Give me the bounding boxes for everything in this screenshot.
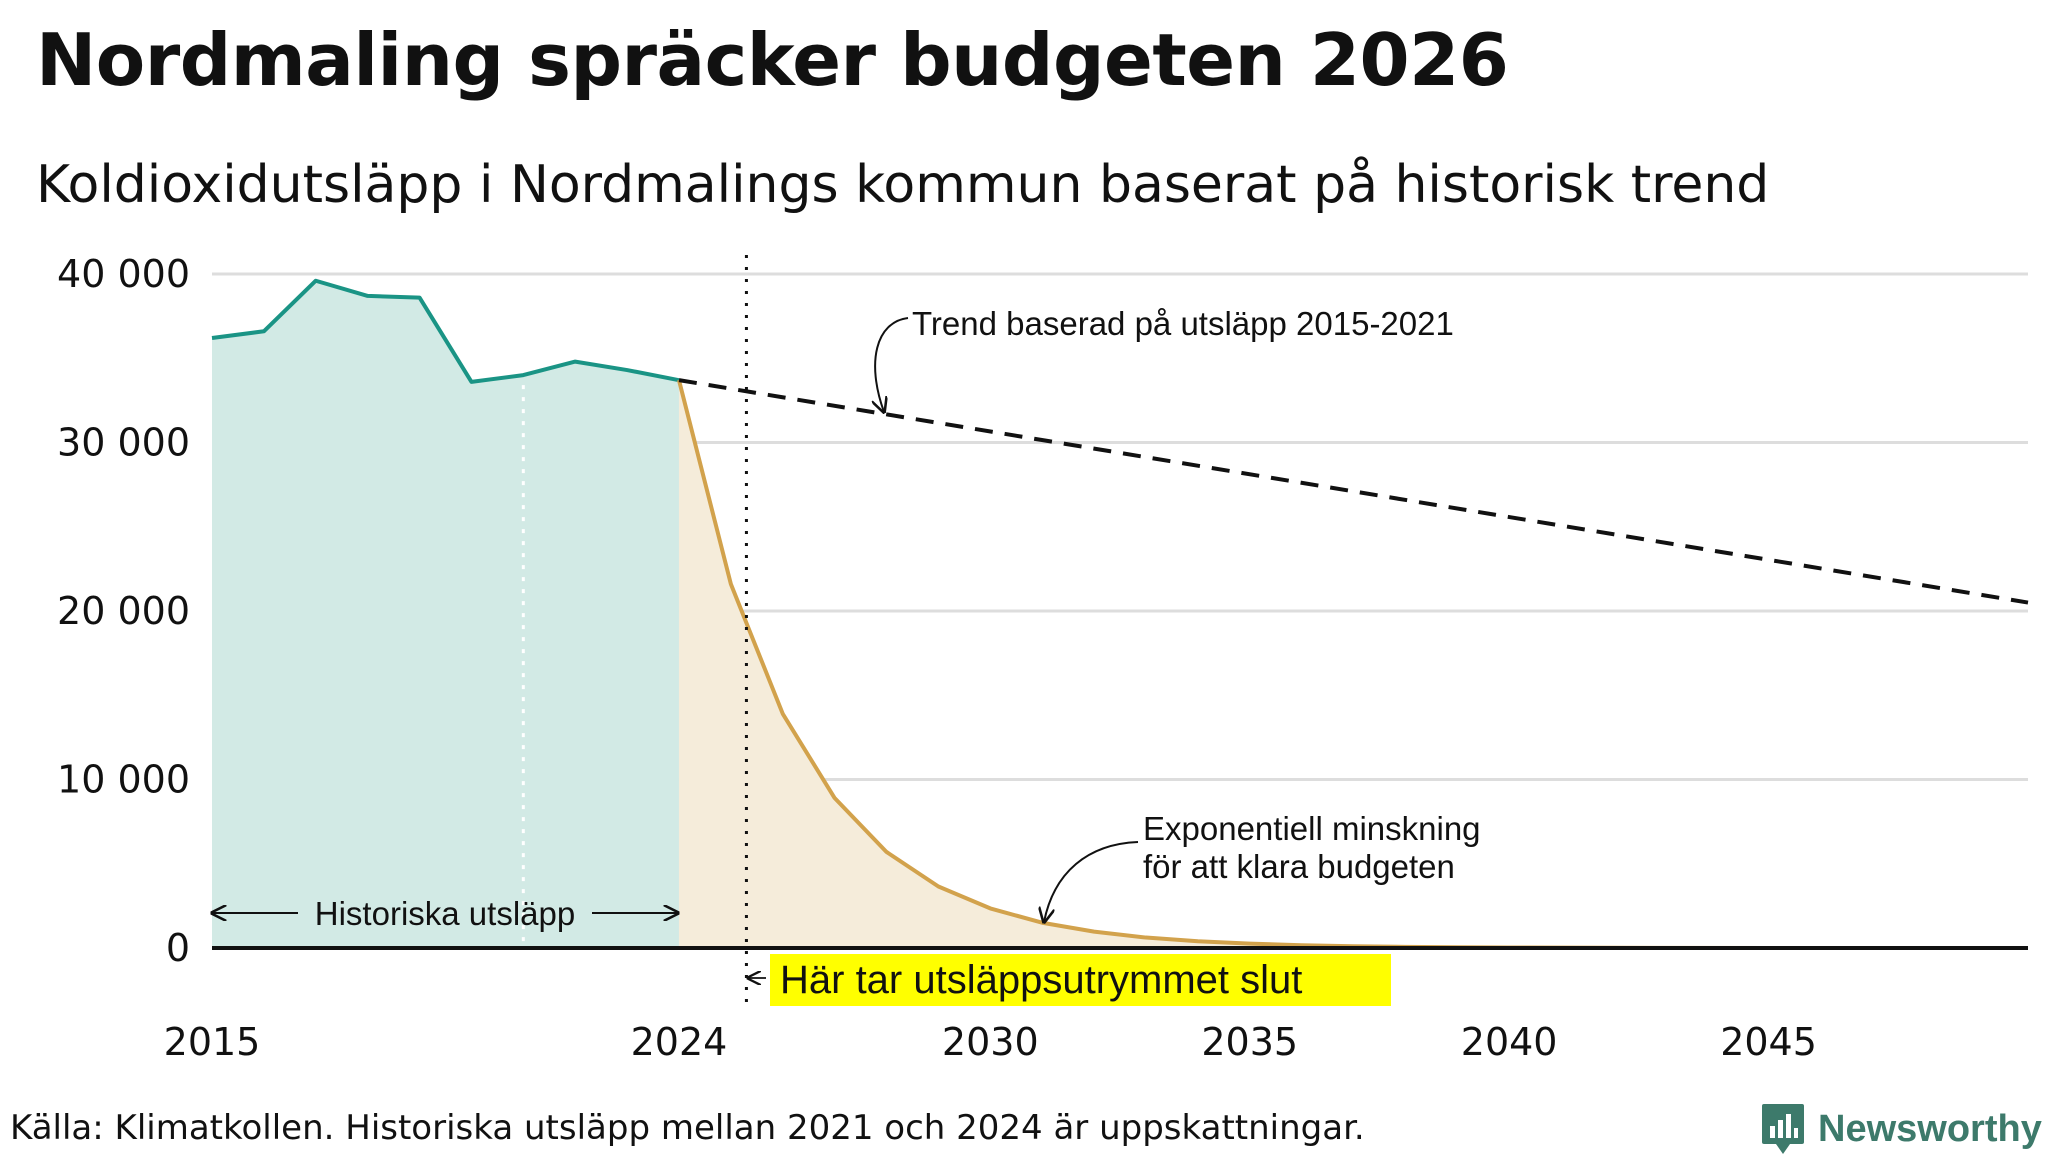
historical-annotation: Historiska utsläpp xyxy=(315,895,575,932)
x-tick-label-2040: 2040 xyxy=(1461,1020,1558,1064)
decline-annotation-arrow xyxy=(1044,841,1139,922)
y-tick-label-0: 0 xyxy=(166,926,190,970)
x-tick-label-2015: 2015 xyxy=(164,1020,261,1064)
y-tick-label-40000: 40 000 xyxy=(57,252,190,296)
historical-area xyxy=(212,280,679,948)
chart-subtitle: Koldioxidutsläpp i Nordmalings kommun ba… xyxy=(36,155,1770,215)
decline-annotation-line2: för att klara budgeten xyxy=(1143,848,1455,885)
x-tick-label-2024: 2024 xyxy=(631,1020,728,1064)
budget-end-highlight xyxy=(770,954,1391,1006)
chart-title: Nordmaling spräcker budgeten 2026 xyxy=(36,18,1509,102)
newsworthy-logo[interactable]: Newsworthy xyxy=(1760,1102,2042,1156)
y-tick-label-20000: 20 000 xyxy=(57,589,190,633)
x-tick-label-2045: 2045 xyxy=(1720,1020,1817,1064)
newsworthy-logo-text: Newsworthy xyxy=(1818,1107,2042,1150)
trend-dashed-line xyxy=(678,378,2029,605)
trend-annotation-arrow xyxy=(875,317,909,412)
x-tick-label-2035: 2035 xyxy=(1201,1020,1298,1064)
trend-annotation: Trend baserad på utsläpp 2015-2021 xyxy=(912,305,1454,342)
budget-end-annotation: Här tar utsläppsutrymmet slut xyxy=(780,958,1302,1002)
decline-annotation-line1: Exponentiell minskning xyxy=(1143,810,1481,847)
x-tick-label-2030: 2030 xyxy=(942,1020,1039,1064)
source-note: Källa: Klimatkollen. Historiska utsläpp … xyxy=(10,1108,1365,1148)
historical-line xyxy=(211,278,680,384)
y-tick-label-30000: 30 000 xyxy=(57,421,190,465)
newsworthy-logo-icon xyxy=(1762,1104,1804,1154)
budget-area xyxy=(678,380,2028,948)
y-tick-label-10000: 10 000 xyxy=(57,758,190,802)
